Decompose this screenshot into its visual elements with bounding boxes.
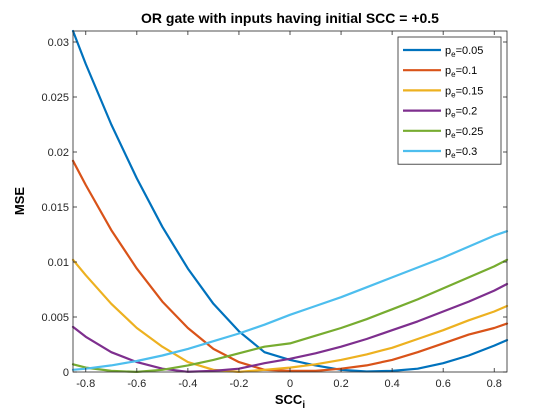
- x-tick-label: 0.6: [436, 378, 451, 390]
- x-tick-label: -0.6: [127, 378, 146, 390]
- y-tick-label: 0: [63, 367, 69, 379]
- legend-label-5: pe=0.3: [445, 146, 477, 160]
- x-tick-label: -0.8: [76, 378, 95, 390]
- legend-label-2: pe=0.15: [445, 85, 483, 99]
- x-axis-label-main: SCC: [275, 392, 303, 407]
- y-axis-label: MSE: [12, 187, 27, 216]
- y-tick-label: 0.025: [41, 92, 69, 104]
- y-tick-label: 0.015: [41, 202, 69, 214]
- chart-title: OR gate with inputs having initial SCC =…: [141, 10, 439, 26]
- series-line-5: [71, 230, 509, 371]
- x-axis-label: SCCi: [275, 392, 305, 411]
- legend-label-3: pe=0.2: [445, 106, 477, 120]
- x-tick-label: -0.2: [229, 378, 248, 390]
- legend-label-1: pe=0.1: [445, 65, 477, 79]
- x-tick-label: -0.4: [178, 378, 197, 390]
- legend-box: [397, 36, 502, 165]
- legend-label-0: pe=0.05: [445, 45, 483, 59]
- legend: pe=0.05 pe=0.1 pe=0.15 pe=0.2 pe=0.25 pe=0.3: [397, 36, 502, 165]
- series-line-2: [71, 258, 509, 373]
- legend-label-4: pe=0.25: [445, 126, 483, 140]
- y-tick-label: 0.01: [48, 257, 69, 269]
- x-tick-label: 0.8: [487, 378, 502, 390]
- x-tick-label: 0.4: [384, 378, 399, 390]
- y-tick-label: 0.03: [48, 37, 69, 49]
- y-tick-label: 0.02: [48, 147, 69, 159]
- axes-layer: -0.8 -0.6 -0.4 -0.2 0 0.2 0.4 0.6 0.8 0 0.005 0.01 0…: [41, 30, 508, 390]
- x-tick-label: 0.2: [333, 378, 348, 390]
- y-tick-label: 0.005: [41, 312, 69, 324]
- x-axis-label-subscript: i: [302, 400, 305, 411]
- x-tick-label: 0: [287, 378, 293, 390]
